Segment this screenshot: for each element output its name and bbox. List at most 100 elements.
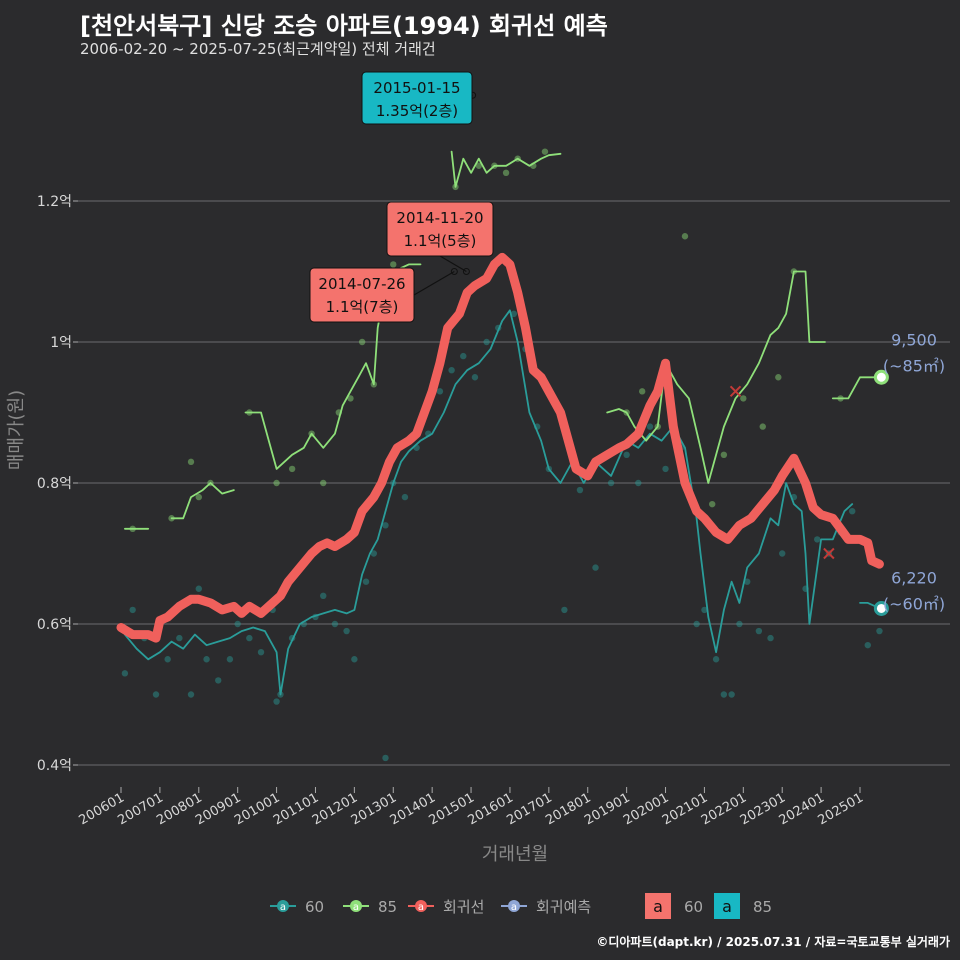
scatter-point-60 xyxy=(164,656,171,663)
scatter-point-60 xyxy=(607,479,615,487)
scatter-point-60 xyxy=(129,606,136,614)
scatter-point-60 xyxy=(436,388,444,395)
scatter-point-60 xyxy=(370,550,378,557)
legend-box-glyph: a xyxy=(722,897,732,916)
scatter-point-85 xyxy=(681,233,689,240)
scatter-point-85 xyxy=(720,451,728,458)
scatter-point-85 xyxy=(475,162,483,169)
scatter-point-60 xyxy=(362,578,370,585)
scatter-point-60 xyxy=(728,691,735,698)
series-60-line xyxy=(124,309,854,696)
scatter-point-60 xyxy=(864,641,871,649)
legend-box-label: 85 xyxy=(753,898,772,916)
scatter-point-60 xyxy=(273,698,280,705)
scatter-point-60 xyxy=(460,352,467,360)
scatter-point-60 xyxy=(471,374,479,381)
scatter-point-60 xyxy=(215,677,222,684)
annotation-date: 2014-07-26 xyxy=(318,275,405,293)
scatter-point-60 xyxy=(576,486,584,494)
scatter-point-60 xyxy=(121,670,129,677)
scatter-point-60 xyxy=(635,479,642,487)
annotation-label: 2014-11-20 1.1억(5층) xyxy=(386,201,494,275)
scatter-point-60 xyxy=(351,656,358,663)
annotation-target xyxy=(462,268,470,275)
scatter-point-60 xyxy=(152,691,160,698)
legend-marker xyxy=(350,900,362,912)
endpoint-marker xyxy=(873,600,889,616)
scatter-point-85 xyxy=(320,479,327,487)
endpoint-value: 9,500 xyxy=(891,330,937,349)
scatter-point-60 xyxy=(226,656,234,663)
scatter-point-60 xyxy=(720,691,728,698)
scatter-point-60 xyxy=(876,627,883,635)
scatter-point-60 xyxy=(331,620,339,628)
endpoint-area: (~85㎡) xyxy=(883,356,945,375)
scatter-point-85 xyxy=(775,374,782,381)
series-85-line xyxy=(170,482,235,520)
annotation-pointer xyxy=(413,270,455,296)
scatter-point-85 xyxy=(347,395,354,402)
annotation-box xyxy=(309,267,415,323)
legend-marker xyxy=(277,900,289,912)
legend-marker xyxy=(415,900,427,912)
legend-marker xyxy=(508,900,520,912)
scatter-point-60 xyxy=(849,508,856,515)
scatter-point-85 xyxy=(759,423,766,430)
chart-subtitle: 2006-02-20 ~ 2025-07-25(최근계약일) 전체 거래건 xyxy=(80,40,436,58)
regression-line xyxy=(116,252,884,643)
x-axis-title: 거래년월 xyxy=(482,844,548,865)
annotation-value: 1.1억(5층) xyxy=(404,232,477,250)
annotation-label: 2015-01-15 1.35억(2층) xyxy=(361,71,477,125)
scatter-point-60 xyxy=(320,592,327,599)
scatter-point-60 xyxy=(736,620,743,628)
legend-marker-glyph: a xyxy=(280,902,286,913)
scatter-point-60 xyxy=(701,606,708,614)
legend-box xyxy=(714,893,740,919)
scatter-point-60 xyxy=(510,310,518,317)
scatter-point-60 xyxy=(623,451,630,458)
series-85-line xyxy=(450,150,562,188)
series-60-line xyxy=(859,602,877,608)
scatter-point-60 xyxy=(343,627,350,635)
legend: a 60 a 85 a 회귀선 a 회귀예측 a 60 a 85 xyxy=(270,893,772,919)
legend-marker-glyph: a xyxy=(353,902,359,913)
scatter-point-60 xyxy=(203,656,210,663)
scatter-point-60 xyxy=(712,656,720,663)
legend-box-glyph: a xyxy=(653,897,663,916)
scatter-point-60 xyxy=(195,585,202,592)
scatter-point-85 xyxy=(195,493,202,501)
scatter-point-60 xyxy=(257,649,265,656)
scatter-point-85 xyxy=(740,395,747,402)
footer-credit: ©디아파트(dapt.kr) / 2025.07.31 / 자료=국토교통부 실… xyxy=(596,935,950,949)
scatter-point-85 xyxy=(638,388,646,395)
scatter-point-85 xyxy=(273,479,280,487)
scatter-point-60 xyxy=(561,606,568,614)
scatter-point-60 xyxy=(448,367,455,374)
scatter-point-60 xyxy=(234,620,241,628)
annotation-pointer xyxy=(439,255,467,273)
scatter-point-85 xyxy=(390,261,397,268)
annotation-target xyxy=(450,268,458,275)
regression-mark xyxy=(729,385,742,398)
scatter-point-60 xyxy=(662,465,669,473)
endpoint-value: 6,220 xyxy=(891,568,937,587)
scatter-point-60 xyxy=(187,691,195,698)
legend-label: 60 xyxy=(305,898,324,916)
scatter-point-85 xyxy=(187,458,195,466)
scatter-point-85 xyxy=(541,148,549,155)
annotation-value: 1.1억(7층) xyxy=(326,298,399,316)
scatter-point-60 xyxy=(401,493,409,501)
scatter-point-85 xyxy=(288,465,296,473)
scatter-point-60 xyxy=(382,754,389,762)
legend-marker-glyph: a xyxy=(418,902,424,913)
scatter-point-85 xyxy=(709,500,716,508)
legend-label: 회귀선 xyxy=(443,898,484,916)
scatter-point-85 xyxy=(502,169,510,176)
scatter-point-60 xyxy=(382,522,389,529)
y-tick-label: 1억 xyxy=(50,335,72,351)
legend-label: 85 xyxy=(378,898,397,916)
endpoint-area: (~60㎡) xyxy=(883,594,945,613)
series-85-line xyxy=(831,376,881,400)
y-axis-title: 매매가(원) xyxy=(6,390,27,470)
scatter-point-60 xyxy=(176,634,183,642)
